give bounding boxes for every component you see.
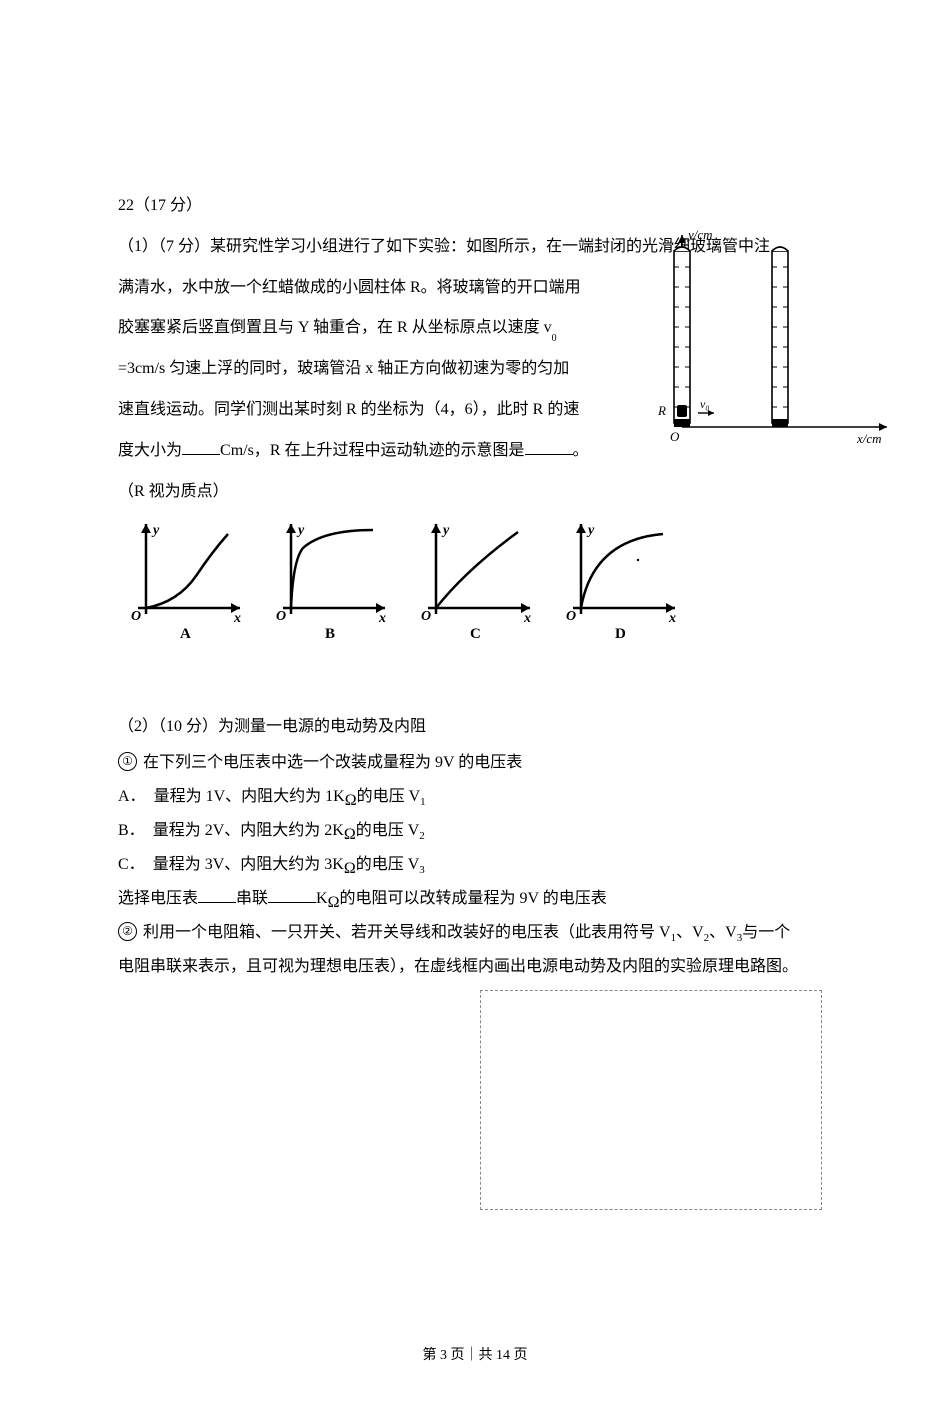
p1-blank1-unit: Cm/s， [220,442,270,459]
sub2-textb: 与一个 [742,924,790,941]
svg-text:x: x [523,611,531,626]
blank-speed [182,440,220,455]
sub2-sep1: 、V [676,924,704,941]
optA-sub: 1 [420,796,426,808]
optB-key: B． [118,822,145,839]
footer-c: 页 [510,1348,528,1363]
ohm-icon: Ω [344,860,356,877]
v0-label: v₀ [700,397,710,411]
blank-trajectory [525,440,573,455]
fill-a: 选择电压表 [118,890,198,907]
p1-line6c: 。 [573,442,589,459]
optC-key: C． [118,856,145,873]
page: 22（17 分） （1）（7 分）某研究性学习小组进行了如下实验：如图所示，在一… [0,0,950,1412]
p1-line7: （R 视为质点） [118,483,229,500]
svg-text:O: O [131,609,141,624]
p2-sub1: ① 在下列三个电压表中选一个改装成量程为 9V 的电压表 [118,746,832,780]
svg-text:B: B [325,626,335,642]
p2-sub2-line2: 电阻串联来表示，且可视为理想电压表），在虚线框内画出电源电动势及内阻的实验原理电… [118,950,832,984]
ohm-icon: Ω [345,792,357,809]
footer-a: 第 [423,1348,441,1363]
svg-text:y: y [296,523,305,538]
apparatus-figure: y/cm x/cm O [652,227,892,447]
p2-sub2-line1: ② 利用一个电阻箱、一只开关、若开关导线和改装好的电压表（此表用符号 V1、V2… [118,916,832,950]
svg-text:D: D [615,626,626,642]
p2-intro: 为测量一电源的电动势及内阻 [218,718,426,735]
circled-1-icon: ① [118,752,137,771]
R-label: R [657,403,666,418]
x-axis-label: x/cm [856,431,882,446]
svg-text:x: x [378,611,386,626]
option-C: O y x C [421,523,531,642]
p1-line5a: 速直线运动。同学们测出某时刻 R 的坐标为（4，6），此时 R 的速 [118,401,579,418]
svg-text:C: C [470,626,481,642]
p1-line6a: 度大小为 [118,442,182,459]
p1-line3a: 胶塞塞紧后竖直倒置且与 Y 轴重合，在 R 从坐标原点以速度 v [118,319,552,336]
optA-textb: 的电压 V [357,788,421,805]
blank-resistor-value [268,888,316,903]
svg-text:y: y [441,523,450,538]
p1-line6b: R 在上升过程中运动轨迹的示意图是 [270,442,525,459]
page-footer: 第 3 页｜共 14 页 [118,1340,832,1372]
footer-b: 页｜共 [447,1348,496,1363]
option-B-line: B． 量程为 2V、内阻大约为 2KΩ的电压 V2 [118,814,832,848]
v0-subscript: 0 [552,333,557,344]
circuit-drawing-box [480,990,822,1210]
p2-label: （2）（10 分） [118,718,218,735]
footer-total: 14 [496,1348,510,1363]
optA-texta: 量程为 1V、内阻大约为 1K [154,788,345,805]
optC-textb: 的电压 V [356,856,420,873]
option-A-line: A． 量程为 1V、内阻大约为 1KΩ的电压 V1 [118,780,832,814]
sub2-texta: 利用一个电阻箱、一只开关、若开关导线和改装好的电压表（此表用符号 V [143,924,671,941]
y-axis-label: y/cm [686,227,713,242]
p2-fill-line: 选择电压表 串联 KΩ的电阻可以改转成量程为 9V 的电压表 [118,882,832,916]
svg-text:O: O [566,609,576,624]
optB-textb: 的电压 V [356,822,420,839]
tube-left [674,247,690,427]
origin-label: O [670,429,680,444]
svg-text:y: y [586,523,595,538]
fill-c: 的电阻可以改转成量程为 9V 的电压表 [339,890,606,907]
question-header: 22（17 分） [118,188,832,225]
footer-pageno: 3 [440,1348,447,1363]
option-D: O y x D [566,523,676,642]
svg-text:x: x [668,611,676,626]
blank-voltmeter-choice [198,888,236,903]
optA-key: A． [118,788,146,805]
option-A: O y x A [131,523,241,642]
svg-text:A: A [180,626,191,642]
option-B: O y x B [276,523,386,642]
part1: （1）（7 分）某研究性学习小组进行了如下实验：如图所示，在一端封闭的光滑细玻璃… [118,227,832,513]
p2-sub1-text: 在下列三个电压表中选一个改装成量程为 9V 的电压表 [143,754,522,771]
circled-2-icon: ② [118,922,137,941]
option-C-line: C． 量程为 3V、内阻大约为 3KΩ的电压 V3 [118,848,832,882]
fill-c-prefix: K [316,890,328,907]
ohm-icon: Ω [344,826,356,843]
tube-right [772,247,788,427]
p1-line4: =3cm/s 匀速上浮的同时，玻璃管沿 x 轴正方向做初速为零的匀加 [118,360,569,377]
p2-intro-line: （2）（10 分）为测量一电源的电动势及内阻 [118,709,832,746]
optB-sub: 2 [419,830,425,842]
svg-text:O: O [421,609,431,624]
ohm-icon: Ω [328,894,340,911]
sub2-sep2: 、V [709,924,737,941]
optC-sub: 3 [419,864,425,876]
optB-texta: 量程为 2V、内阻大约为 2K [153,822,344,839]
svg-text:O: O [276,609,286,624]
part2: （2）（10 分）为测量一电源的电动势及内阻 ① 在下列三个电压表中选一个改装成… [118,709,832,1210]
trajectory-options: O y x A O y x B O y x C [118,520,678,644]
fill-b: 串联 [236,890,268,907]
svg-text:x: x [233,611,241,626]
p1-line2: 满清水，水中放一个红蜡做成的小圆柱体 R。将玻璃管的开口端用 [118,279,581,296]
optC-texta: 量程为 3V、内阻大约为 3K [153,856,344,873]
svg-text:y: y [151,523,160,538]
